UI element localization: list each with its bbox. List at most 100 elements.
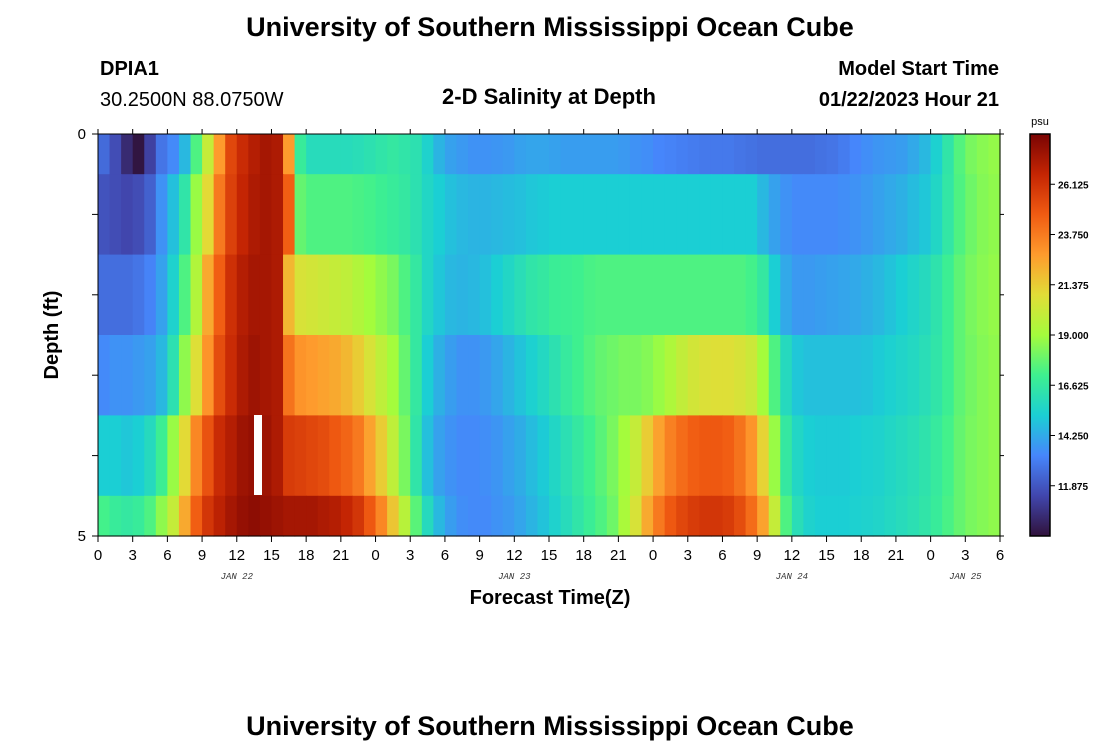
heatmap-cell xyxy=(814,495,828,537)
heatmap-cell xyxy=(780,134,793,175)
heatmap-cell xyxy=(444,254,458,336)
heatmap-cell xyxy=(271,174,284,256)
heatmap-cell xyxy=(710,415,724,497)
heatmap-cell xyxy=(976,254,990,336)
heatmap-cell xyxy=(225,254,238,336)
heatmap-cell xyxy=(514,335,527,416)
heatmap-cell xyxy=(271,415,284,497)
heatmap-cell xyxy=(641,415,654,497)
colorbar-unit: psu xyxy=(1031,116,1049,128)
heatmap-cell xyxy=(109,415,122,497)
heatmap-cell xyxy=(502,495,515,537)
heatmap-cell xyxy=(838,495,851,537)
heatmap-cell xyxy=(236,335,249,416)
heatmap-cell xyxy=(352,415,365,497)
heatmap-cell xyxy=(259,134,273,175)
heatmap-cell xyxy=(178,134,192,175)
heatmap-cell xyxy=(525,495,539,537)
heatmap-cell xyxy=(144,174,157,256)
heatmap-cell xyxy=(433,415,446,497)
heatmap-cell xyxy=(398,134,411,175)
heatmap-cell xyxy=(444,335,458,416)
heatmap-cell xyxy=(363,174,377,256)
heatmap-cell xyxy=(583,335,596,416)
heatmap-cell xyxy=(780,174,793,256)
heatmap-cell xyxy=(653,415,666,497)
heatmap-cell xyxy=(363,335,377,416)
heatmap-cell xyxy=(271,254,284,336)
heatmap-cell xyxy=(479,134,492,175)
heatmap-cell xyxy=(942,495,955,537)
heatmap-cell xyxy=(606,415,619,497)
heatmap-cell xyxy=(722,415,735,497)
heatmap-cell xyxy=(259,254,273,336)
heatmap-cell xyxy=(549,174,562,256)
heatmap-cell xyxy=(375,174,388,256)
x-tick-label: 0 xyxy=(371,547,379,564)
footer-title: University of Southern Mississippi Ocean… xyxy=(246,711,854,741)
heatmap-cell xyxy=(572,174,585,256)
heatmap-cell xyxy=(919,495,932,537)
heatmap-cell xyxy=(687,415,700,497)
heatmap-cell xyxy=(202,495,215,537)
heatmap-cell xyxy=(132,254,145,336)
heatmap-cell xyxy=(479,254,492,336)
heatmap-cell xyxy=(803,174,816,256)
heatmap-cell xyxy=(410,415,423,497)
heatmap-cell xyxy=(861,415,874,497)
heatmap-cell xyxy=(178,254,192,336)
heatmap-cell xyxy=(976,495,990,537)
heatmap-cell xyxy=(259,495,273,537)
y-tick-label: 5 xyxy=(78,528,86,545)
heatmap-cell xyxy=(132,174,145,256)
heatmap-cell xyxy=(398,254,411,336)
heatmap-cell xyxy=(953,254,966,336)
heatmap-cell xyxy=(919,174,932,256)
heatmap-cell xyxy=(722,174,735,256)
heatmap-cell xyxy=(919,134,932,175)
heatmap-cell xyxy=(838,174,851,256)
heatmap-cell xyxy=(618,254,631,336)
heatmap-cell xyxy=(965,495,978,537)
heatmap-cell xyxy=(98,254,111,336)
heatmap-cell xyxy=(456,495,469,537)
heatmap-cell xyxy=(468,415,481,497)
heatmap-cell xyxy=(98,495,111,537)
heatmap-cell xyxy=(710,174,724,256)
heatmap-cell xyxy=(988,415,1001,497)
heatmap-cell xyxy=(988,495,1001,537)
heatmap-cell xyxy=(676,495,689,537)
heatmap-cell xyxy=(768,134,781,175)
heatmap-cell xyxy=(306,415,319,497)
heatmap-cell xyxy=(745,174,758,256)
heatmap-cell xyxy=(479,174,492,256)
x-axis-label: Forecast Time(Z) xyxy=(470,587,631,609)
heatmap-cell xyxy=(699,134,712,175)
heatmap-cell xyxy=(814,254,828,336)
heatmap-cell xyxy=(560,415,573,497)
heatmap-cell xyxy=(930,174,943,256)
heatmap-cell xyxy=(641,335,654,416)
heatmap-cell xyxy=(791,174,805,256)
heatmap-cell xyxy=(872,495,885,537)
colorbar-tick-label: 19.000 xyxy=(1058,331,1089,342)
heatmap-cell xyxy=(803,415,816,497)
x-tick-label: 12 xyxy=(506,547,523,564)
heatmap-cell xyxy=(132,415,145,497)
heatmap-cell xyxy=(259,415,273,497)
heatmap-cell xyxy=(676,415,689,497)
heatmap-cell xyxy=(352,134,365,175)
x-tick-label: 15 xyxy=(263,547,280,564)
heatmap-cell xyxy=(710,254,724,336)
heatmap-cell xyxy=(722,335,735,416)
heatmap-cell xyxy=(953,495,966,537)
heatmap-cell xyxy=(433,134,446,175)
heatmap-cell xyxy=(202,254,215,336)
x-tick-label: 3 xyxy=(406,547,414,564)
x-tick-label: 3 xyxy=(684,547,692,564)
heatmap-cell xyxy=(225,415,238,497)
heatmap-cell xyxy=(653,174,666,256)
heatmap-cell xyxy=(791,335,805,416)
heatmap-cell xyxy=(965,134,978,175)
